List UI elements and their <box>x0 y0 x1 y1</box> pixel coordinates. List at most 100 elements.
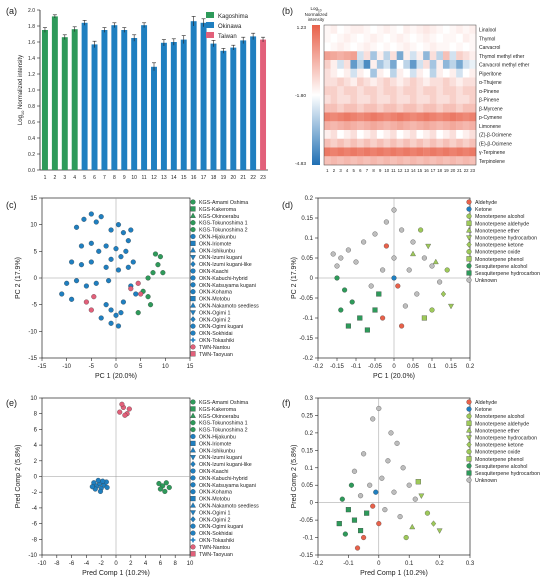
heatmap-cell <box>350 77 358 87</box>
data-point <box>399 323 405 329</box>
y-axis-label-rest: Normalized intensity <box>18 55 24 111</box>
legend-label: OKN-Motobu <box>199 297 230 303</box>
heatmap-cell <box>357 138 364 148</box>
scale-title: Log10 <box>310 6 321 13</box>
legend-marker <box>190 447 196 453</box>
y-tick-label: -4 <box>32 506 38 512</box>
y-tick-label: 0.8 <box>28 104 35 110</box>
heatmap-cell <box>423 77 430 87</box>
y-tick-label: 0.1 <box>305 466 314 472</box>
legend-label: OKN-Sokhidai <box>199 331 233 337</box>
heatmap-cell <box>449 51 457 61</box>
heatmap-cell <box>429 103 437 113</box>
heatmap-cell <box>376 68 384 78</box>
data-point <box>421 255 427 261</box>
data-point <box>349 299 355 305</box>
heatmap-col-label: 18 <box>437 168 442 173</box>
heatmap-cell <box>436 42 444 52</box>
heatmap-cell <box>330 33 338 43</box>
heatmap-cell <box>469 95 477 104</box>
y-axis-label: Pred Comp 2 (5.8%) <box>291 445 298 509</box>
heatmap-cell <box>370 121 378 131</box>
legend-label: Sesquiterpene alcohol <box>475 464 527 470</box>
heatmap-cell <box>469 130 477 139</box>
heatmap-cell <box>350 42 358 52</box>
heatmap-row-label: Limonene <box>479 124 501 130</box>
heatmap-cell <box>357 147 364 157</box>
legend-label: OKN-Ishikunbu <box>199 248 235 254</box>
data-point <box>98 315 104 321</box>
data-point <box>436 528 443 534</box>
heatmap-cell <box>442 103 450 113</box>
legend-label: OKN-Ogimi 1 <box>199 510 231 516</box>
x-tick-label: 2 <box>53 175 56 181</box>
heatmap-cell <box>363 33 371 43</box>
legend-label: Monoterpene ether <box>475 228 520 234</box>
x-tick-label: -0.2 <box>313 561 324 567</box>
heatmap-cell <box>383 60 391 69</box>
heatmap-cell <box>370 86 378 96</box>
heatmap-cell <box>469 103 477 113</box>
data-point <box>409 523 416 530</box>
heatmap-cell <box>442 112 450 122</box>
heatmap-cell <box>429 156 437 166</box>
heatmap-col-label: 2 <box>333 168 336 173</box>
legend-label: Taiwan <box>218 34 237 40</box>
legend-marker <box>190 310 196 316</box>
heatmap-col-label: 5 <box>353 168 356 173</box>
data-point <box>83 299 89 305</box>
legend-label: OKN-Nakamoto seedless <box>199 504 259 510</box>
heatmap-cell <box>436 95 444 104</box>
data-point <box>103 302 109 308</box>
data-point <box>78 243 85 249</box>
legend-label: Monoterpene hydrocarbon <box>475 436 537 442</box>
heatmap-cell <box>423 42 430 52</box>
x-tick-label: -0.1 <box>343 561 354 567</box>
heatmap-cell <box>330 112 338 122</box>
heatmap-cell <box>469 86 477 96</box>
heatmap-cell <box>442 77 450 87</box>
data-point <box>380 267 386 273</box>
heatmap-cell <box>337 156 345 166</box>
heatmap-cell <box>409 103 417 113</box>
legend-marker <box>190 433 196 440</box>
data-point <box>120 230 126 236</box>
heatmap-cell <box>357 77 364 87</box>
heatmap-cell <box>376 86 384 96</box>
heatmap-cell <box>469 138 477 148</box>
legend-marker <box>190 427 196 433</box>
heatmap-cell <box>343 42 351 52</box>
legend-marker <box>466 220 472 226</box>
legend-label: Unknown <box>475 278 497 284</box>
data-point <box>155 262 161 268</box>
heatmap-cell <box>363 103 371 113</box>
heatmap-cell <box>390 77 397 87</box>
heatmap-cell <box>409 147 417 157</box>
data-point <box>108 256 114 262</box>
heatmap-cell <box>363 51 371 61</box>
heatmap-cell <box>396 95 404 104</box>
legend-marker <box>190 296 196 302</box>
data-point <box>383 219 389 225</box>
legend-label: OKN-Kaachi <box>199 269 228 275</box>
data-point <box>342 531 348 537</box>
legend-marker <box>190 282 196 288</box>
data-point <box>357 315 363 321</box>
data-point <box>391 489 397 495</box>
data-point <box>345 507 351 513</box>
data-point <box>345 323 351 329</box>
data-point <box>394 440 400 446</box>
legend-marker <box>190 412 196 418</box>
x-tick-label: 6 <box>159 561 163 567</box>
data-point <box>348 482 354 488</box>
data-point <box>376 521 382 527</box>
bar <box>81 22 88 170</box>
heatmap-cell <box>462 112 470 122</box>
legend-marker <box>466 235 472 241</box>
heatmap-cell <box>357 33 364 43</box>
heatmap-cell <box>370 130 378 139</box>
heatmap-cell <box>423 138 430 148</box>
heatmap-cell <box>436 77 444 87</box>
heatmap-cell <box>350 68 358 78</box>
x-tick-label: -5 <box>89 364 95 370</box>
